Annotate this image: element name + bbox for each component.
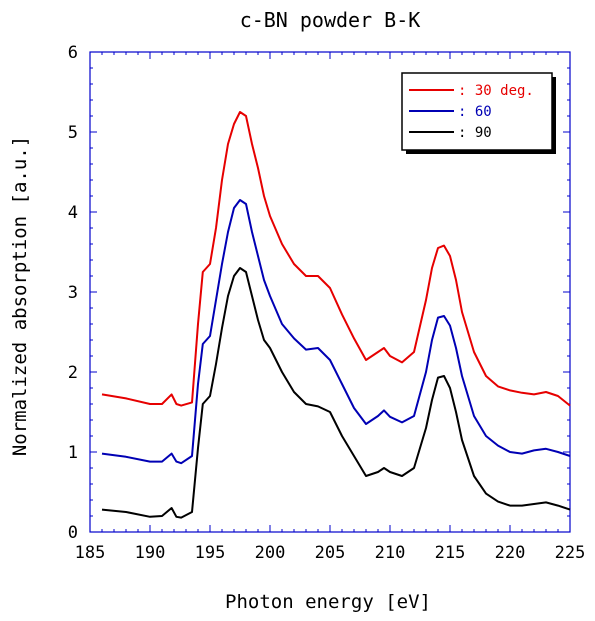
legend-label: : 90 <box>458 125 492 141</box>
y-tick-label: 3 <box>68 283 78 303</box>
y-tick-label: 2 <box>68 363 78 383</box>
x-tick-label: 190 <box>135 543 166 563</box>
x-tick-label: 215 <box>435 543 466 563</box>
y-tick-label: 1 <box>68 443 78 463</box>
chart-title: c-BN powder B-K <box>240 8 421 32</box>
x-tick-label: 195 <box>195 543 226 563</box>
x-tick-label: 200 <box>255 543 286 563</box>
x-tick-label: 225 <box>555 543 586 563</box>
axis-ticks: 185 190 195 200 205 210 215 220 225 0 1 2 3 4 5 6 <box>68 43 586 563</box>
x-tick-label: 220 <box>495 543 526 563</box>
y-tick-label: 6 <box>68 43 78 63</box>
x-tick-label: 205 <box>315 543 346 563</box>
x-axis-label: Photon energy [eV] <box>225 591 431 613</box>
y-tick-label: 5 <box>68 123 78 143</box>
x-tick-label: 210 <box>375 543 406 563</box>
series-layer <box>101 111 571 519</box>
x-tick-label: 185 <box>75 543 106 563</box>
legend-label: : 60 <box>458 104 492 120</box>
y-tick-label: 0 <box>68 523 78 543</box>
series-line-1 <box>101 111 571 407</box>
series-line-2 <box>101 199 571 465</box>
series-line-3 <box>101 267 571 519</box>
legend-label: : 30 deg. <box>458 83 534 99</box>
y-tick-label: 4 <box>68 203 78 223</box>
legend: : 30 deg. : 60 : 90 <box>401 72 556 154</box>
y-axis-label: Normalized absorption [a.u.] <box>9 136 31 456</box>
